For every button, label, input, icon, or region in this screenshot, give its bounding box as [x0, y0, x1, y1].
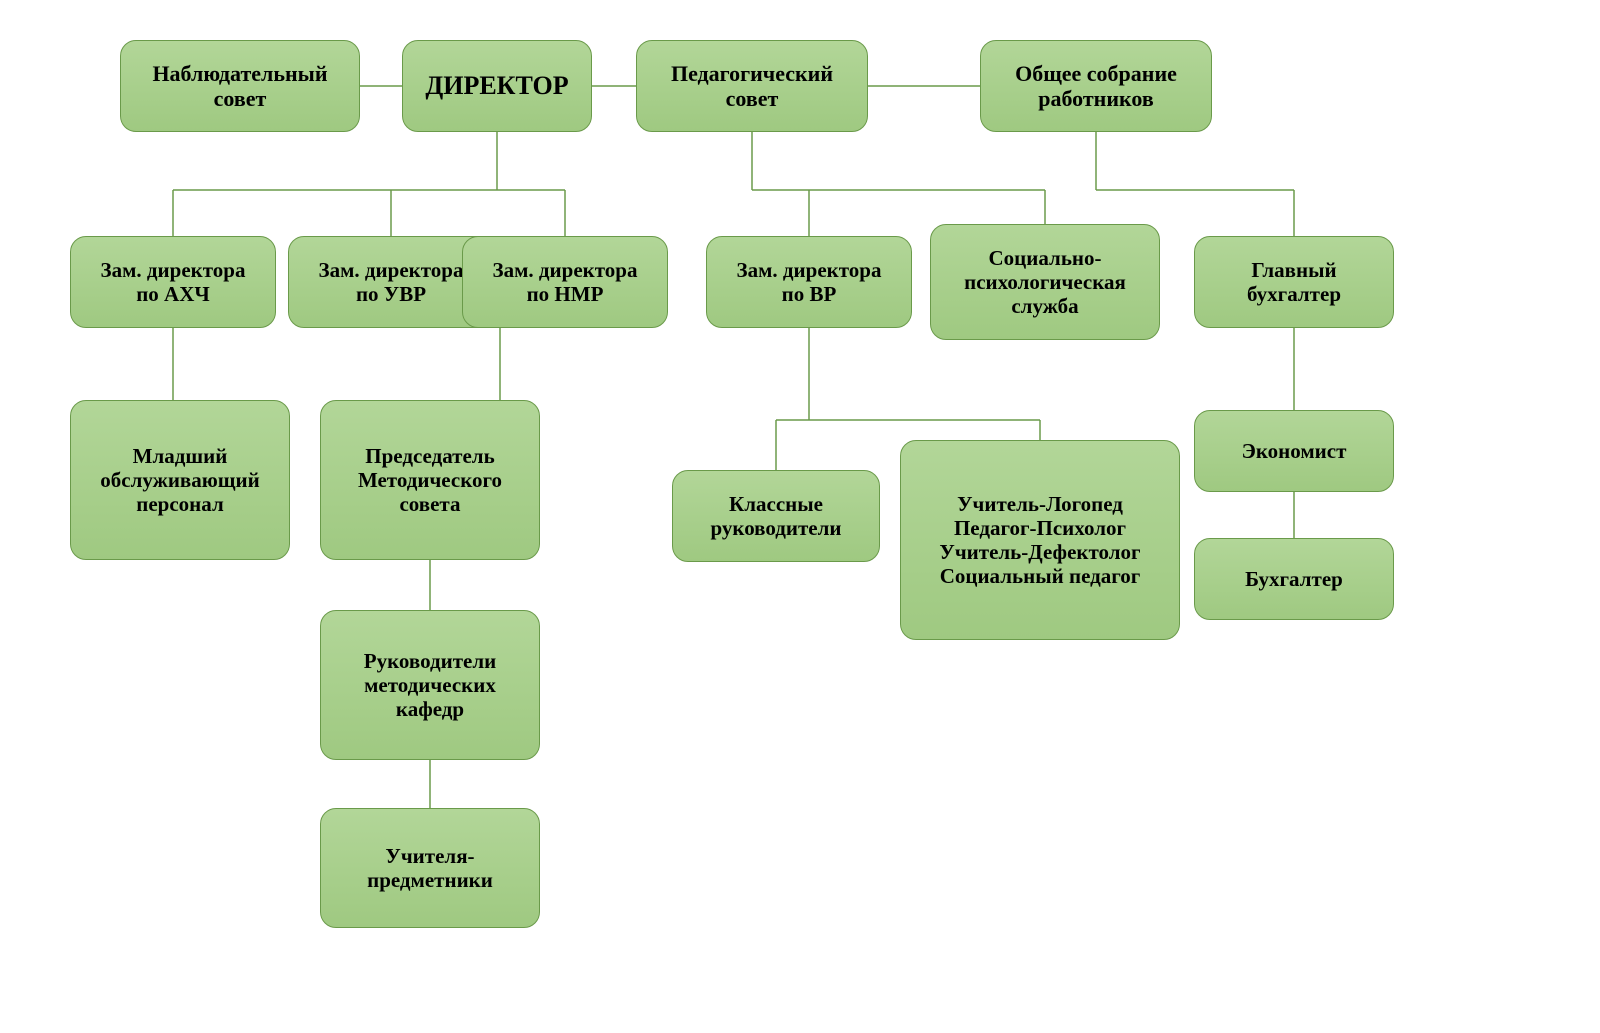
node-zam_nmr: Зам. директора по НМР: [462, 236, 668, 328]
org-chart-canvas: Наблюдательный совет ДИРЕКТОР Педагогическ…: [0, 0, 1600, 1033]
node-supervisory: Наблюдательный совет: [120, 40, 360, 132]
node-teachers: Учителя- предметники: [320, 808, 540, 928]
node-accountant: Бухгалтер: [1194, 538, 1394, 620]
node-generalmeet: Общее собрание работников: [980, 40, 1212, 132]
node-director: ДИРЕКТОР: [402, 40, 592, 132]
node-class_leaders: Классные руководители: [672, 470, 880, 562]
node-chief_acc: Главный бухгалтер: [1194, 236, 1394, 328]
node-economist: Экономист: [1194, 410, 1394, 492]
node-specialists: Учитель-Логопед Педагог-Психолог Учитель…: [900, 440, 1180, 640]
node-junior_staff: Младший обслуживающий персонал: [70, 400, 290, 560]
node-method_chair: Председатель Методического совета: [320, 400, 540, 560]
node-method_heads: Руководители методических кафедр: [320, 610, 540, 760]
node-pedcouncil: Педагогический совет: [636, 40, 868, 132]
node-socpsy: Социально- психологическая служба: [930, 224, 1160, 340]
node-zam_ahch: Зам. директора по АХЧ: [70, 236, 276, 328]
node-zam_vr: Зам. директора по ВР: [706, 236, 912, 328]
